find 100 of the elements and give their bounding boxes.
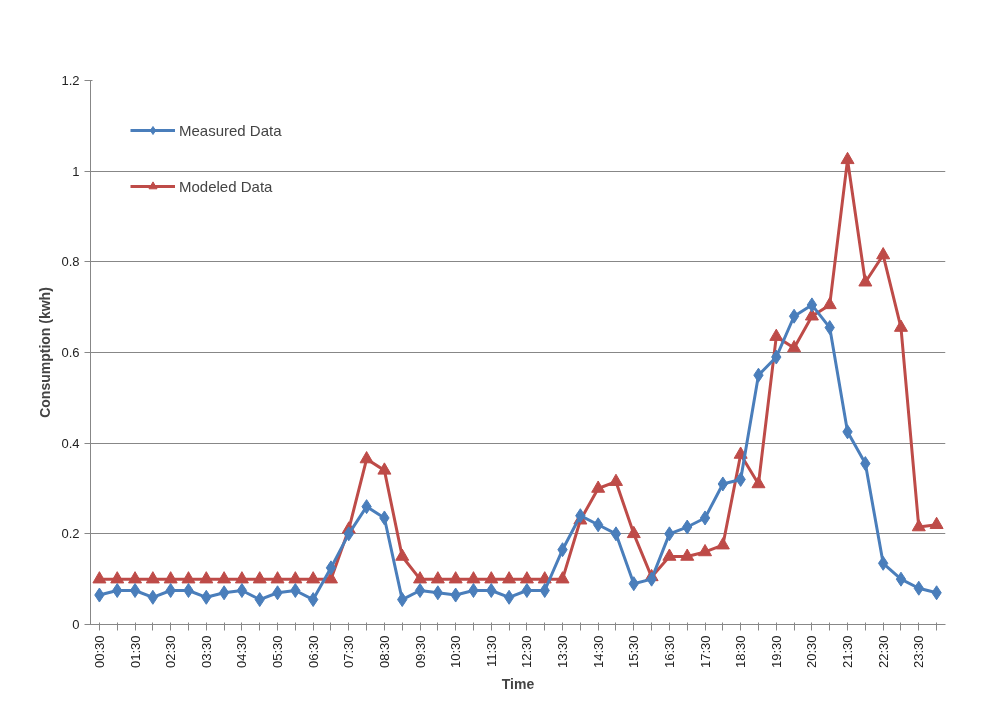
point	[414, 583, 426, 598]
point	[698, 543, 713, 557]
point	[484, 571, 499, 584]
point	[181, 571, 196, 584]
y-tick-label: 1.2	[61, 73, 80, 88]
point	[895, 571, 907, 587]
x-tick-label: 04:30	[234, 635, 250, 669]
point	[539, 583, 550, 598]
point	[217, 571, 232, 584]
point	[840, 151, 855, 165]
x-tick-label: 12:30	[519, 635, 535, 669]
point	[769, 328, 784, 341]
x-tick-label: 13:30	[555, 635, 571, 669]
point	[893, 319, 908, 332]
y-axis-title: Consumption (kwh)	[37, 287, 54, 418]
x-tick-label: 08:30	[376, 635, 392, 669]
point	[911, 519, 926, 532]
point	[486, 583, 497, 598]
point	[877, 555, 889, 571]
x-tick-label: 19:30	[768, 635, 784, 669]
point	[466, 571, 481, 584]
point	[432, 585, 444, 601]
x-tick-label: 14:30	[590, 635, 606, 669]
point	[307, 592, 319, 608]
point	[183, 583, 194, 598]
point	[502, 571, 517, 584]
point	[128, 571, 143, 584]
point	[413, 571, 428, 584]
point	[218, 585, 230, 601]
point	[519, 571, 534, 584]
x-tick-label: 06:30	[305, 635, 321, 669]
x-axis-title: Time	[501, 676, 535, 693]
point	[929, 516, 944, 530]
y-tick-label: 1	[72, 163, 80, 179]
legend-label: Measured Data	[179, 121, 282, 139]
legend-label: Modeled Data	[179, 177, 273, 195]
point	[270, 571, 285, 584]
x-tick-label: 16:30	[661, 635, 677, 669]
point	[92, 571, 107, 584]
point	[751, 475, 766, 489]
point	[430, 571, 445, 584]
point	[592, 517, 604, 533]
point	[165, 583, 176, 598]
point	[876, 247, 891, 260]
point	[199, 571, 214, 584]
point	[290, 583, 301, 598]
point	[680, 548, 695, 561]
point	[715, 537, 730, 550]
x-tick-label: 02:30	[163, 635, 179, 669]
point	[147, 589, 159, 605]
point	[787, 339, 802, 353]
x-tick-label: 05:30	[270, 635, 286, 669]
y-tick-label: 0.8	[61, 254, 80, 270]
point	[325, 560, 337, 576]
point	[377, 462, 392, 475]
x-tick-label: 21:30	[840, 635, 856, 669]
point	[395, 548, 410, 561]
point	[626, 525, 641, 539]
point	[234, 571, 249, 584]
x-tick-label: 18:30	[733, 635, 749, 669]
point	[503, 589, 515, 605]
x-tick-label: 09:30	[412, 635, 428, 669]
point	[306, 571, 321, 584]
point	[468, 583, 479, 598]
point	[448, 571, 463, 584]
x-tick-label: 01:30	[127, 635, 143, 669]
x-tick-label: 15:30	[626, 635, 642, 669]
point	[822, 296, 837, 310]
point	[252, 571, 267, 584]
point	[858, 274, 873, 287]
x-tick-label: 22:30	[875, 635, 891, 669]
point	[699, 510, 711, 526]
x-tick-label: 00:30	[91, 635, 107, 669]
point	[163, 571, 178, 584]
y-tick-label: 0.6	[61, 345, 80, 360]
point	[110, 571, 125, 584]
point	[359, 451, 374, 464]
point	[236, 583, 248, 598]
point	[591, 480, 606, 493]
point	[717, 476, 729, 492]
x-tick-label: 07:30	[341, 635, 357, 669]
point	[145, 571, 160, 584]
x-tick-label: 23:30	[911, 635, 927, 669]
x-tick-label: 17:30	[697, 635, 713, 669]
point	[806, 297, 818, 313]
y-tick-label: 0.4	[61, 435, 80, 451]
point	[608, 473, 623, 486]
point	[555, 571, 570, 584]
x-tick-label: 03:30	[198, 635, 214, 669]
y-tick-label: 0.2	[61, 526, 80, 542]
x-tick-label: 20:30	[804, 635, 820, 669]
point	[288, 571, 303, 584]
x-tick-label: 11:30	[483, 635, 499, 668]
y-tick-label: 0	[72, 617, 80, 632]
point	[804, 308, 819, 321]
point	[610, 526, 622, 542]
point	[788, 308, 800, 324]
point	[112, 583, 123, 598]
x-tick-label: 10:30	[448, 635, 464, 669]
point	[662, 548, 677, 561]
